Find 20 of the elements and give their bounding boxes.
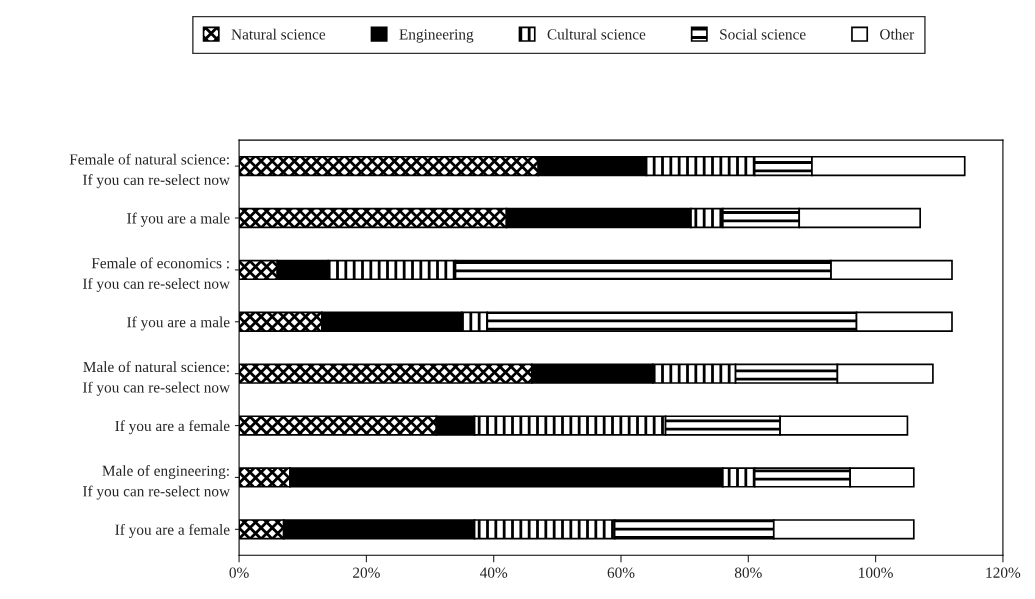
y-tick-label: Male of natural science: If you can re-select now: [82, 361, 230, 396]
x-tick-label: 100%: [859, 567, 893, 578]
x-tick-label: 120%: [986, 567, 1021, 578]
legend-label: Cultural science: [547, 28, 646, 40]
legend-label: Natural science: [231, 28, 326, 40]
legend-label: Other: [880, 28, 915, 40]
y-tick-label: If you are a female: [115, 420, 230, 435]
x-tick-label: 40%: [479, 567, 508, 578]
x-tick-label: 80%: [734, 567, 762, 578]
y-tick-label: If you are a male: [127, 316, 230, 331]
x-tick-label: 0%: [229, 567, 249, 578]
x-tick-label: 20%: [353, 567, 380, 578]
y-tick-label: If you are a male: [127, 212, 230, 227]
y-tick-label: If you are a female: [115, 523, 230, 538]
x-tick-label: 60%: [607, 567, 635, 578]
legend-label: Engineering: [399, 29, 474, 43]
y-tick-label: Male of engineering: If you can re-select now: [82, 465, 230, 500]
y-tick-label: Female of natural science: If you can re-select now: [69, 153, 230, 189]
legend-label: Social science: [720, 28, 806, 40]
y-tick-label: Female of economics : If you can re-select now: [82, 257, 230, 292]
